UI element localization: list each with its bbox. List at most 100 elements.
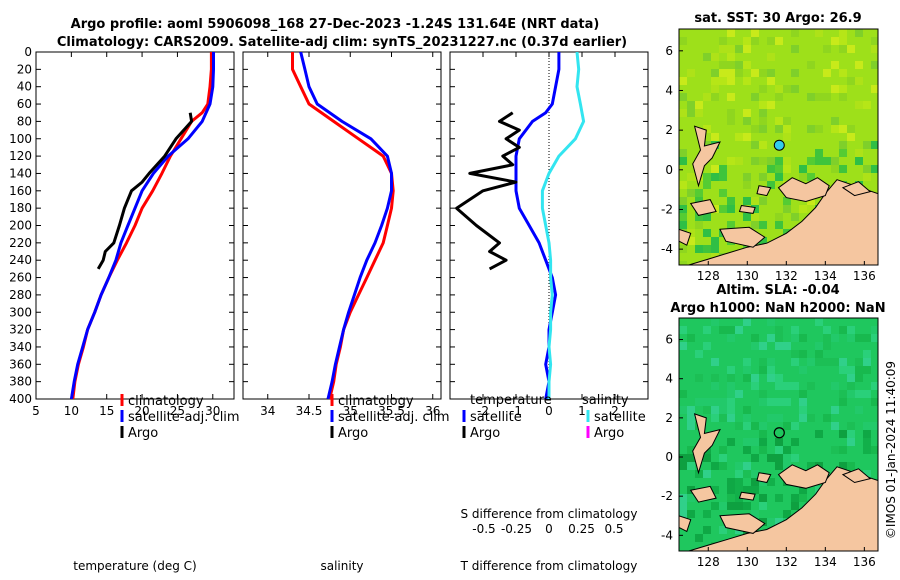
figure-title-line2: Climatology: CARS2009. Satellite-adj cli… — [57, 35, 627, 50]
x-tick-label: 36 — [425, 404, 440, 418]
map-cell — [791, 358, 799, 366]
map-cell — [855, 398, 863, 406]
map-x-tick-label: 128 — [697, 269, 720, 283]
map-x-tick-label: 134 — [814, 269, 837, 283]
x-tick-label: 35 — [343, 404, 358, 418]
land-polygon — [688, 179, 878, 265]
map-cell — [815, 390, 823, 398]
map-cell — [695, 221, 703, 229]
map-cell — [743, 181, 751, 189]
map-cell — [783, 358, 791, 366]
map-cell — [687, 173, 695, 181]
map-cell — [783, 197, 791, 205]
panel-curves — [69, 52, 215, 399]
map-cell — [687, 326, 695, 334]
map-x-tick-label: 132 — [775, 555, 798, 569]
map-cell — [847, 342, 855, 350]
map-cell — [711, 438, 719, 446]
map-cell — [679, 494, 687, 502]
map-cell — [767, 61, 775, 69]
map-cell — [679, 221, 687, 229]
map-cell — [703, 45, 711, 53]
map-cell — [823, 342, 831, 350]
y-tick-label: 20 — [17, 62, 32, 76]
map-cell — [703, 229, 711, 237]
map-cell — [775, 334, 783, 342]
map-cell — [759, 494, 767, 502]
y-tick-label: 400 — [9, 392, 32, 406]
map-cell — [847, 117, 855, 125]
map-cell — [871, 358, 878, 366]
map-cell — [711, 398, 719, 406]
legend-temperature-title: temperature — [470, 393, 552, 408]
map-cell — [783, 133, 791, 141]
map-cell — [871, 446, 878, 454]
map-cell — [687, 237, 695, 245]
map-cell — [679, 149, 687, 157]
map-cell — [863, 101, 871, 109]
map-x-tick-label: 136 — [853, 555, 876, 569]
map-cell — [831, 85, 839, 93]
map-cell — [727, 374, 735, 382]
legend-climatology: climatology — [338, 394, 414, 409]
map-cell — [727, 326, 735, 334]
map-cell — [703, 93, 711, 101]
map-cell — [847, 374, 855, 382]
sst-map-title: sat. SST: 30 Argo: 26.9 — [694, 11, 861, 26]
map-cell — [711, 93, 719, 101]
x-tick-label: -1 — [510, 404, 522, 418]
legend-salinity-title: salinity — [582, 393, 629, 408]
map-cell — [759, 125, 767, 133]
map-cell — [719, 197, 727, 205]
map-cell — [871, 422, 878, 430]
map-cell — [823, 446, 831, 454]
map-cell — [735, 45, 743, 53]
map-cell — [695, 189, 703, 197]
y-tick-label: 240 — [9, 253, 32, 267]
map-cell — [735, 390, 743, 398]
map-cell — [743, 374, 751, 382]
x-tick-label: 30 — [205, 404, 220, 418]
map-cell — [679, 157, 687, 165]
map-cell — [727, 486, 735, 494]
map-cell — [847, 133, 855, 141]
map-cell — [759, 358, 767, 366]
map-cell — [799, 390, 807, 398]
map-cell — [759, 141, 767, 149]
legend-s-satellite: satellite — [594, 410, 646, 425]
map-y-tick-label: 6 — [665, 333, 673, 347]
map-cell — [735, 326, 743, 334]
map-cell — [743, 213, 751, 221]
map-cell — [783, 342, 791, 350]
map-x-tick-label: 136 — [853, 269, 876, 283]
map-cell — [855, 462, 863, 470]
map-cell — [687, 109, 695, 117]
map-cell — [719, 37, 727, 45]
credit-text: ©IMOS 01-Jan-2024 11:40:09 — [884, 361, 898, 539]
map-cell — [855, 61, 863, 69]
map-cell — [743, 414, 751, 422]
map-cell — [855, 77, 863, 85]
sla-map-ticks: 128 130 132 134 136 -4 -2 0 2 4 6 — [661, 333, 876, 569]
map-cell — [799, 486, 807, 494]
map-cell — [855, 334, 863, 342]
map-cell — [759, 197, 767, 205]
map-cell — [735, 478, 743, 486]
map-cell — [687, 462, 695, 470]
map-cell — [823, 326, 831, 334]
map-cell — [727, 438, 735, 446]
map-cell — [863, 117, 871, 125]
temperature-xlabel: temperature (deg C) — [73, 559, 196, 573]
map-cell — [687, 454, 695, 462]
map-cell — [695, 93, 703, 101]
map-cell — [727, 205, 735, 213]
map-cell — [743, 77, 751, 85]
map-cell — [759, 69, 767, 77]
map-cell — [727, 93, 735, 101]
map-cell — [863, 173, 871, 181]
y-tick-label: 340 — [9, 340, 32, 354]
map-cell — [719, 61, 727, 69]
land-polygon — [738, 491, 756, 501]
land-polygon — [719, 513, 766, 534]
map-cell — [839, 125, 847, 133]
